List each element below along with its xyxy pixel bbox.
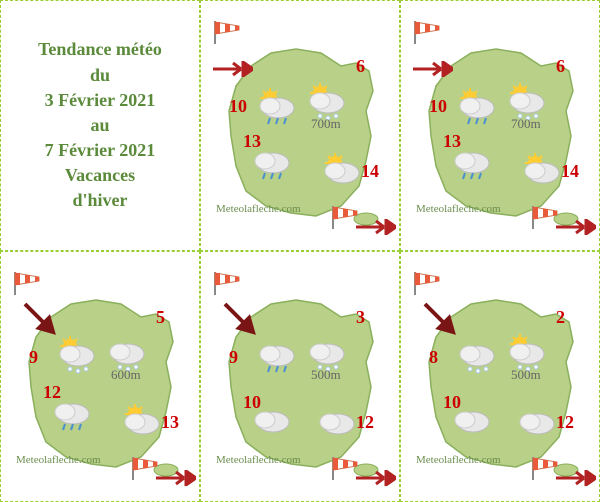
temperature-2: 12 [43,382,61,403]
wind-arrow-icon [156,470,196,486]
snow-altitude: 500m [511,367,541,383]
windsock-0 [211,16,241,46]
wind-arrow-0 [213,61,253,82]
weather-icon-3 [516,402,558,444]
credit-text: Meteolafleche.com [416,454,501,466]
weather-sun-cloud-icon [521,151,563,193]
forecast-panel-3: 3 9 10 12 500m Meteolafleche.com [200,251,400,502]
wind-arrow-icon [556,470,596,486]
wind-arrow-0 [413,61,453,82]
windsock-1 [529,201,559,231]
weather-sun-cloud-rain-icon [456,86,498,128]
windsock-1 [129,452,159,482]
temperature-0: 6 [356,56,365,77]
wind-arrow-1 [156,470,196,491]
weather-sun-cloud-icon [321,151,363,193]
wind-arrow-icon [556,219,596,235]
wind-arrow-icon [213,61,253,77]
wind-arrow-diagonal-icon [423,302,459,338]
windsock-icon [411,267,441,297]
temperature-0: 6 [556,56,565,77]
forecast-panel-0: 6 10 13 14 700m Meteolafleche.com [200,0,400,251]
temperature-1: 10 [229,96,247,117]
windsock-icon [329,201,359,231]
windsock-icon [211,16,241,46]
windsock-icon [129,452,159,482]
weather-icon-0 [256,334,298,376]
snow-altitude: 500m [311,367,341,383]
weather-sun-cloud-snow-icon [56,334,98,376]
windsock-icon [529,452,559,482]
temperature-2: 13 [243,131,261,152]
wind-arrow-icon [356,470,396,486]
forecast-panel-2: 5 912 13 600m Meteolafleche.com [0,251,200,502]
temperature-0: 3 [356,307,365,328]
windsock-1 [329,201,359,231]
wind-arrow-icon [356,219,396,235]
windsock-icon [11,267,41,297]
temperature-3: 14 [361,161,379,182]
weather-sun-cloud-rain-icon [256,86,298,128]
snow-altitude: 700m [511,116,541,132]
credit-text: Meteolafleche.com [16,454,101,466]
temperature-3: 12 [556,412,574,433]
snow-altitude: 600m [111,367,141,383]
windsock-0 [411,16,441,46]
weather-sun-cloud-icon [121,402,163,444]
wind-arrow-1 [556,219,596,240]
windsock-1 [329,452,359,482]
wind-arrow-1 [556,470,596,491]
weather-icon-0 [56,334,98,376]
temperature-2: 13 [443,131,461,152]
temperature-1: 10 [429,96,447,117]
wind-arrow-1 [356,470,396,491]
wind-arrow-0 [423,302,459,343]
snow-altitude: 700m [311,116,341,132]
weather-icon-0 [456,86,498,128]
temperature-0: 2 [556,307,565,328]
windsock-0 [11,267,41,297]
temperature-1: 9 [229,347,238,368]
credit-text: Meteolafleche.com [416,203,501,215]
windsock-icon [211,267,241,297]
weather-icon-3 [121,402,163,444]
credit-text: Meteolafleche.com [216,454,301,466]
temperature-0: 5 [156,307,165,328]
windsock-icon [529,201,559,231]
forecast-panel-1: 6 10 13 14 700m Meteolafleche.com [400,0,600,251]
windsock-0 [411,267,441,297]
windsock-icon [329,452,359,482]
weather-cloud-snow-icon [456,334,498,376]
wind-arrow-0 [23,302,59,343]
weather-cloud-icon [316,402,358,444]
temperature-3: 14 [561,161,579,182]
credit-text: Meteolafleche.com [216,203,301,215]
temperature-1: 9 [29,347,38,368]
wind-arrow-0 [223,302,259,343]
wind-arrow-1 [356,219,396,240]
weather-icon-3 [521,151,563,193]
weather-icon-0 [456,334,498,376]
windsock-1 [529,452,559,482]
temperature-1: 8 [429,347,438,368]
temperature-3: 12 [356,412,374,433]
weather-cloud-rain-icon [256,334,298,376]
weather-icon-0 [256,86,298,128]
wind-arrow-diagonal-icon [23,302,59,338]
temperature-2: 10 [443,392,461,413]
temperature-3: 13 [161,412,179,433]
weather-icon-3 [321,151,363,193]
windsock-0 [211,267,241,297]
title-text: Tendance météo du 3 Février 2021 au 7 Fé… [38,37,162,213]
wind-arrow-diagonal-icon [223,302,259,338]
weather-icon-3 [316,402,358,444]
forecast-panel-4: 2 8 10 12 500m Meteolafleche.com [400,251,600,502]
windsock-icon [411,16,441,46]
weather-cloud-icon [516,402,558,444]
title-panel: Tendance météo du 3 Février 2021 au 7 Fé… [0,0,200,251]
wind-arrow-icon [413,61,453,77]
temperature-2: 10 [243,392,261,413]
